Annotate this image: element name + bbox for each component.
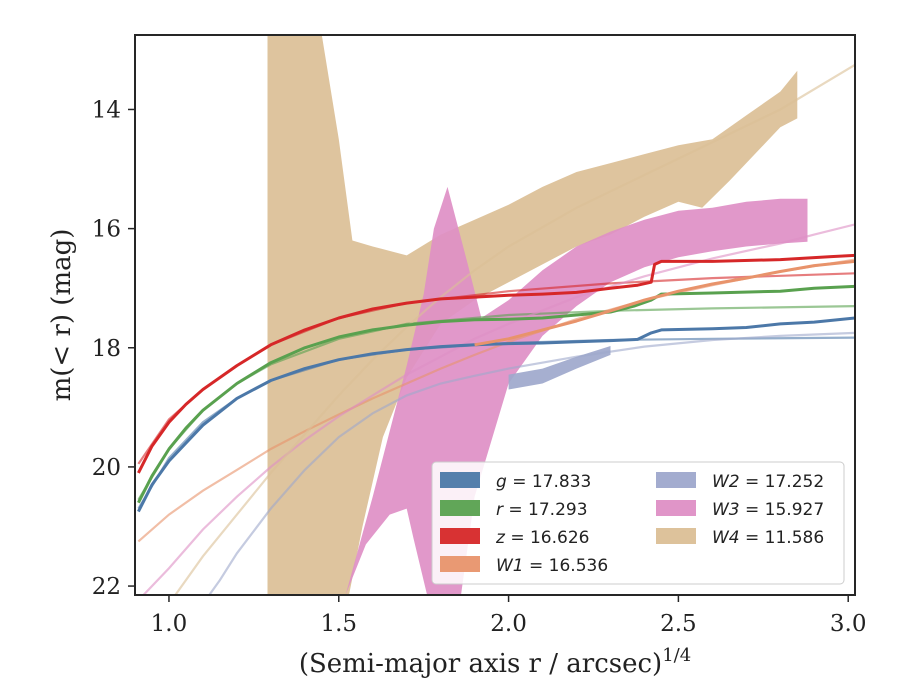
x-tick-label: 2.5 bbox=[660, 611, 697, 637]
legend-label-r: r = 17.293 bbox=[496, 500, 588, 520]
plot-frame bbox=[134, 34, 856, 596]
x-tick-label: 1.5 bbox=[320, 611, 357, 637]
y-tick-label: 16 bbox=[92, 217, 121, 243]
x-axis-ticks: 1.0 1.5 2.0 2.5 3.0 bbox=[151, 595, 867, 637]
legend-label-w4: W4 = 11.586 bbox=[712, 528, 824, 548]
y-tick-label: 18 bbox=[92, 336, 121, 362]
legend-swatch-z bbox=[440, 528, 480, 544]
data-curve-w1 bbox=[474, 259, 855, 347]
legend-swatch-r bbox=[440, 500, 480, 516]
data-curves bbox=[137, 253, 855, 513]
legend-label-z: z = 16.626 bbox=[495, 528, 589, 548]
x-tick-label: 3.0 bbox=[830, 611, 867, 637]
x-axis-title-text: (Semi-major axis r / arcsec) bbox=[299, 649, 662, 679]
band-w4 bbox=[267, 35, 798, 595]
x-axis-title: (Semi-major axis r / arcsec)1/4 bbox=[299, 645, 691, 679]
legend-label-w3: W3 = 15.927 bbox=[712, 500, 824, 520]
legend-label-w2: W2 = 17.252 bbox=[712, 472, 824, 492]
model-curve-w4 bbox=[173, 63, 855, 595]
legend-swatch-w2 bbox=[656, 472, 696, 488]
x-tick-label: 1.0 bbox=[151, 611, 188, 637]
legend-swatch-w4 bbox=[656, 528, 696, 544]
legend-label-w1: W1 = 16.536 bbox=[496, 556, 608, 576]
data-curve-z bbox=[137, 253, 855, 474]
legend-swatch-g bbox=[440, 472, 480, 488]
x-tick-label: 2.0 bbox=[490, 611, 527, 637]
model-curve-w3 bbox=[141, 223, 855, 595]
band-w2 bbox=[508, 346, 611, 390]
x-axis-title-exponent: 1/4 bbox=[662, 645, 691, 666]
y-tick-label: 22 bbox=[92, 574, 121, 600]
legend-swatch-w3 bbox=[656, 500, 696, 516]
y-tick-label: 14 bbox=[92, 97, 121, 123]
y-tick-label: 20 bbox=[92, 455, 121, 481]
y-axis-title: m(< r) (mag) bbox=[47, 229, 77, 402]
legend-box bbox=[431, 461, 845, 585]
legend-swatch-w1 bbox=[440, 556, 480, 572]
legend: g = 17.833 r = 17.293 z = 16.626 W1 = 16.53… bbox=[431, 461, 845, 585]
y-axis-ticks: 14 16 18 20 22 bbox=[92, 97, 135, 600]
model-curve-w2 bbox=[207, 331, 855, 595]
legend-label-g: g = 17.833 bbox=[496, 472, 591, 492]
